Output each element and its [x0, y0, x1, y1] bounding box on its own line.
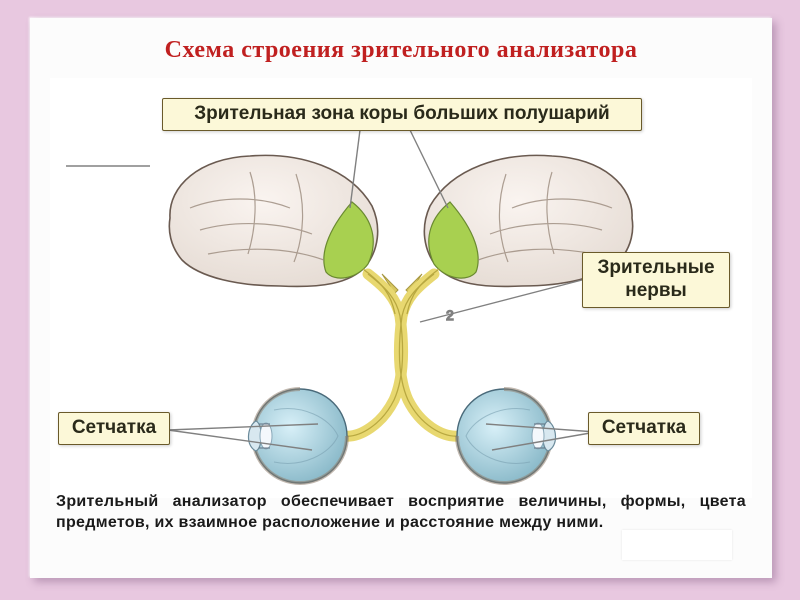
- slide: Схема строения зрительного анализатора: [30, 18, 772, 578]
- label-nerves-line1: Зрительные: [597, 257, 714, 278]
- label-retina-left: Сетчатка: [58, 412, 170, 445]
- diagram-area: 2 Зрительная зона коры больших полушарий…: [50, 78, 752, 498]
- label-cortex: Зрительная зона коры больших полушарий: [162, 98, 642, 131]
- label-retina-left-text: Сетчатка: [72, 417, 156, 438]
- blank-patch: [622, 530, 732, 560]
- svg-text:2: 2: [446, 307, 454, 323]
- label-retina-right: Сетчатка: [588, 412, 700, 445]
- eye-right: [457, 389, 556, 483]
- label-nerves-line2: нервы: [625, 280, 687, 301]
- label-nerves: Зрительные нервы: [582, 252, 730, 308]
- optic-nerves-outline: [344, 269, 460, 436]
- brain-left: [169, 155, 377, 286]
- eye-left: [248, 389, 347, 483]
- caption-text: Зрительный анализатор обеспечивает воспр…: [56, 492, 746, 534]
- label-cortex-text: Зрительная зона коры больших полушарий: [194, 103, 609, 124]
- page-title: Схема строения зрительного анализатора: [165, 37, 638, 64]
- title-container: Схема строения зрительного анализатора: [58, 30, 744, 70]
- label-retina-right-text: Сетчатка: [602, 417, 686, 438]
